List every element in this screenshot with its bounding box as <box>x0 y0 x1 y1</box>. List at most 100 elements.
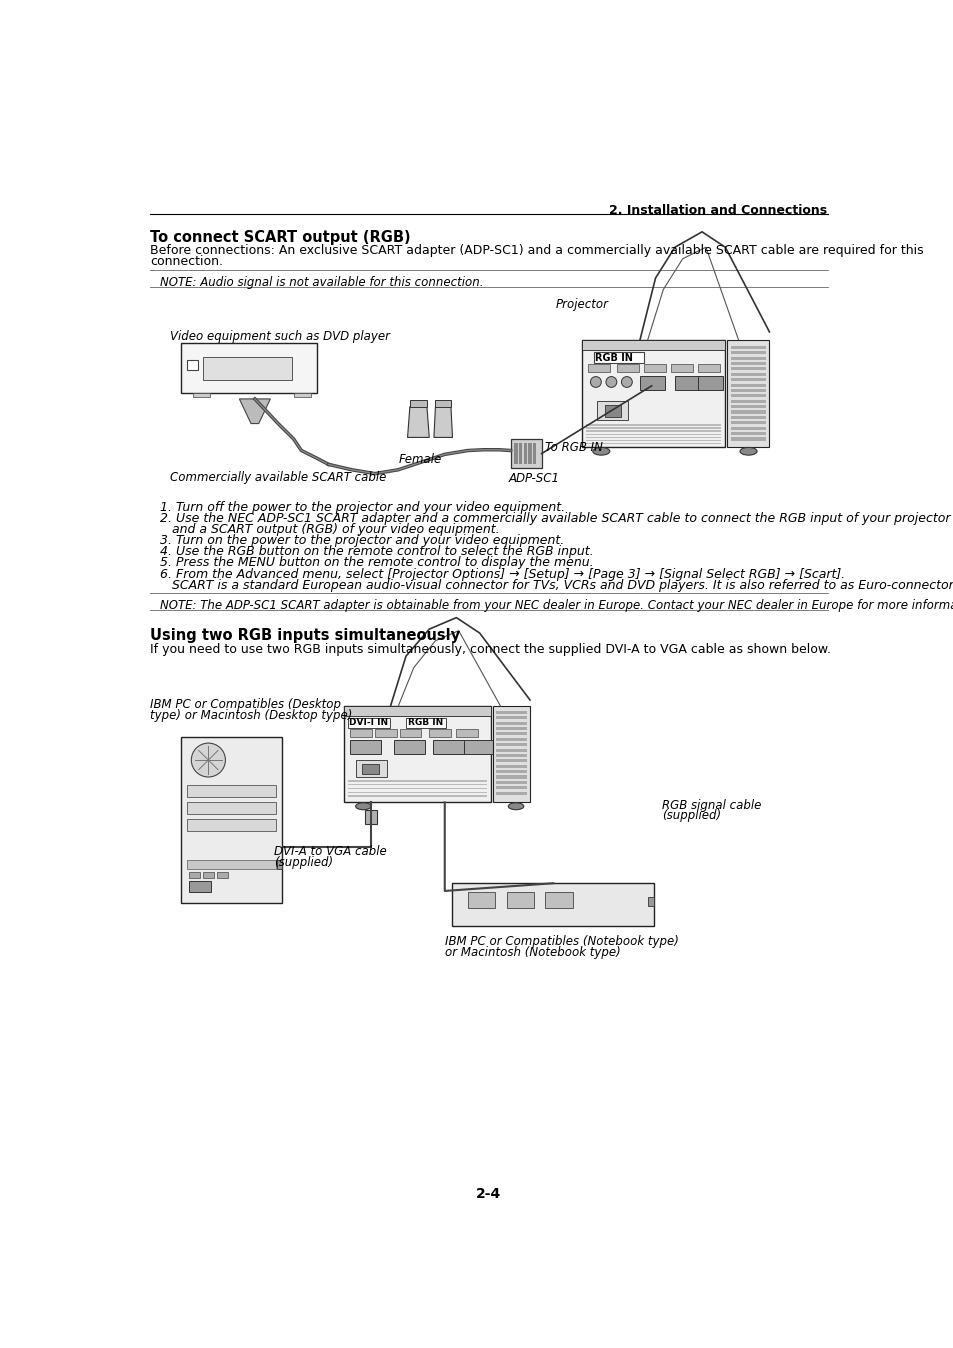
Bar <box>514 442 517 464</box>
Bar <box>361 764 378 774</box>
Bar <box>496 791 526 795</box>
Text: If you need to use two RGB inputs simultaneously, connect the supplied DVI-A to : If you need to use two RGB inputs simult… <box>150 643 830 656</box>
Bar <box>496 754 526 758</box>
Bar <box>518 442 521 464</box>
Text: RGB signal cable: RGB signal cable <box>661 798 760 811</box>
Ellipse shape <box>355 803 371 810</box>
Bar <box>730 421 765 425</box>
Bar <box>730 346 765 349</box>
Bar <box>730 352 765 355</box>
Bar <box>730 406 765 408</box>
Bar <box>643 364 665 372</box>
Bar <box>189 872 199 878</box>
Bar <box>496 727 526 731</box>
Text: SCART is a standard European audio-visual connector for TVs, VCRs and DVD player: SCART is a standard European audio-visua… <box>172 578 953 592</box>
Bar <box>344 706 491 802</box>
Circle shape <box>620 376 632 387</box>
Bar <box>730 363 765 365</box>
Bar <box>730 390 765 392</box>
Text: 3. Turn on the power to the projector and your video equipment.: 3. Turn on the power to the projector an… <box>159 534 563 547</box>
Bar <box>348 787 487 790</box>
Ellipse shape <box>740 448 757 456</box>
Bar <box>348 780 487 782</box>
Bar <box>496 780 526 785</box>
Bar <box>277 860 282 869</box>
Text: Commercially available SCART cable: Commercially available SCART cable <box>170 472 386 484</box>
Text: NOTE: Audio signal is not available for this connection.: NOTE: Audio signal is not available for … <box>159 276 482 288</box>
Ellipse shape <box>508 803 523 810</box>
Bar <box>496 775 526 779</box>
Bar <box>617 364 638 372</box>
Bar <box>585 425 720 426</box>
Bar <box>730 395 765 398</box>
Polygon shape <box>410 400 427 407</box>
Polygon shape <box>435 400 451 407</box>
Text: RGB IN: RGB IN <box>407 718 442 728</box>
Bar <box>585 434 720 435</box>
Bar <box>597 402 628 421</box>
Text: 2. Use the NEC ADP-SC1 SCART adapter and a commercially available SCART cable to: 2. Use the NEC ADP-SC1 SCART adapter and… <box>159 512 949 524</box>
Text: RGB IN: RGB IN <box>595 353 632 363</box>
Bar <box>674 376 699 390</box>
Text: connection.: connection. <box>150 255 223 268</box>
Text: 4. Use the RGB button on the remote control to select the RGB input.: 4. Use the RGB button on the remote cont… <box>159 545 593 558</box>
Bar <box>187 818 275 830</box>
Bar <box>187 785 275 797</box>
Bar <box>452 883 654 926</box>
Bar <box>730 426 765 430</box>
Bar <box>730 411 765 414</box>
Bar <box>496 748 526 752</box>
Text: 6. From the Advanced menu, select [Projector Options] → [Setup] → [Page 3] → [Si: 6. From the Advanced menu, select [Proje… <box>159 568 844 581</box>
Bar <box>193 392 210 398</box>
Bar <box>350 740 381 754</box>
Bar <box>698 364 720 372</box>
Polygon shape <box>407 407 429 437</box>
Bar <box>181 342 316 392</box>
Bar <box>647 898 654 906</box>
Text: ADP-SC1: ADP-SC1 <box>508 472 558 485</box>
Bar <box>496 737 526 741</box>
Bar <box>181 737 282 903</box>
Bar <box>726 340 769 448</box>
Text: NOTE: The ADP-SC1 SCART adapter is obtainable from your NEC dealer in Europe. Co: NOTE: The ADP-SC1 SCART adapter is obtai… <box>159 599 953 612</box>
Bar <box>585 427 720 429</box>
Text: DVI-I IN: DVI-I IN <box>349 718 388 728</box>
Bar <box>496 764 526 768</box>
Circle shape <box>192 743 225 776</box>
Text: Projector: Projector <box>555 298 608 311</box>
Bar <box>394 740 425 754</box>
Bar <box>670 364 692 372</box>
Bar <box>585 442 720 445</box>
Bar <box>730 357 765 360</box>
Text: 1. Turn off the power to the projector and your video equipment.: 1. Turn off the power to the projector a… <box>159 500 564 514</box>
Bar <box>399 729 421 737</box>
Text: or Macintosh (Notebook type): or Macintosh (Notebook type) <box>444 945 619 958</box>
Bar <box>203 357 292 380</box>
Text: Before connections: An exclusive SCART adapter (ADP-SC1) and a commercially avai: Before connections: An exclusive SCART a… <box>150 244 923 257</box>
Text: DVI-A to VGA cable: DVI-A to VGA cable <box>274 845 387 857</box>
Text: and a SCART output (RGB) of your video equipment.: and a SCART output (RGB) of your video e… <box>172 523 499 537</box>
Bar <box>496 759 526 763</box>
Bar <box>496 710 526 714</box>
Bar <box>730 379 765 381</box>
Ellipse shape <box>592 448 609 456</box>
Text: (supplied): (supplied) <box>274 856 333 868</box>
Bar <box>365 810 377 824</box>
Bar <box>348 791 487 793</box>
Polygon shape <box>434 407 452 437</box>
Bar <box>593 352 643 363</box>
Bar <box>348 795 487 797</box>
Bar <box>493 706 530 802</box>
Text: (supplied): (supplied) <box>661 809 720 822</box>
Text: IBM PC or Compatibles (Notebook type): IBM PC or Compatibles (Notebook type) <box>444 936 678 948</box>
Bar <box>496 786 526 790</box>
Bar <box>730 431 765 435</box>
Bar <box>348 785 487 786</box>
Bar <box>203 872 213 878</box>
Bar <box>189 882 211 892</box>
Bar <box>730 417 765 419</box>
Bar <box>730 384 765 387</box>
Text: 2-4: 2-4 <box>476 1188 501 1201</box>
Bar <box>730 368 765 371</box>
Text: 5. Press the MENU button on the remote control to display the menu.: 5. Press the MENU button on the remote c… <box>159 557 593 569</box>
